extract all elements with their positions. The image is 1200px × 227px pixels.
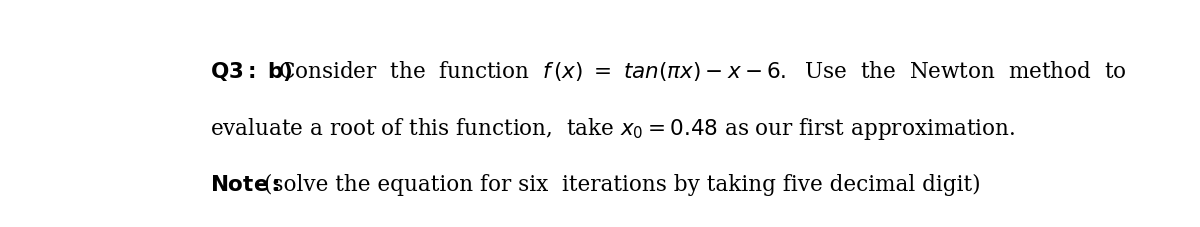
Text: $\mathbf{Q3:\ b)}$: $\mathbf{Q3:\ b)}$ xyxy=(210,59,293,82)
Text: Consider  the  function  $f\,(x)\ =\ tan(\pi x) - x - 6.$  Use  the  Newton  met: Consider the function $f\,(x)\ =\ tan(\p… xyxy=(278,59,1127,83)
Text: $\mathbf{Note:}$: $\mathbf{Note:}$ xyxy=(210,174,281,195)
Text: evaluate a root of this function,  take $x_0 = 0.48$ as our first approximation.: evaluate a root of this function, take $… xyxy=(210,116,1015,142)
Text: (solve the equation for six  iterations by taking five decimal digit): (solve the equation for six iterations b… xyxy=(264,174,982,195)
